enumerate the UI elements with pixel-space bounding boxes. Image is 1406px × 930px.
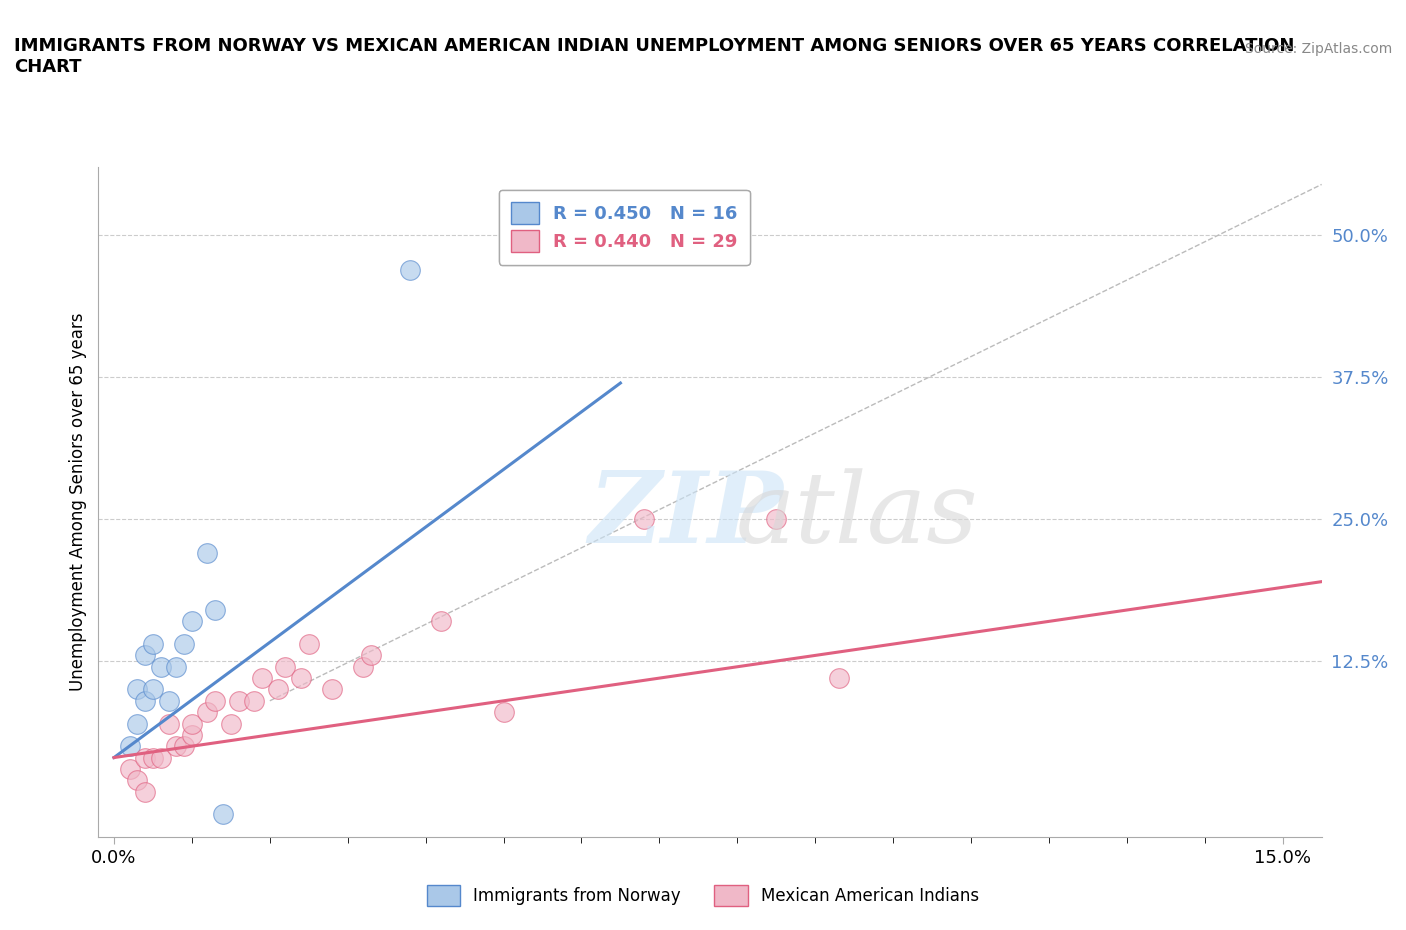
Point xyxy=(127,773,149,788)
Point xyxy=(250,671,273,685)
Point xyxy=(492,705,515,720)
Point xyxy=(352,659,374,674)
Point xyxy=(173,637,195,652)
Point xyxy=(165,738,187,753)
Point xyxy=(127,716,149,731)
Point xyxy=(266,682,288,697)
Point xyxy=(134,751,156,765)
Legend: R = 0.450   N = 16, R = 0.440   N = 29: R = 0.450 N = 16, R = 0.440 N = 29 xyxy=(499,190,749,264)
Point xyxy=(127,682,149,697)
Point xyxy=(212,807,235,822)
Text: Source: ZipAtlas.com: Source: ZipAtlas.com xyxy=(1244,42,1392,56)
Legend: Immigrants from Norway, Mexican American Indians: Immigrants from Norway, Mexican American… xyxy=(420,879,986,912)
Point xyxy=(298,637,321,652)
Point xyxy=(157,716,180,731)
Point xyxy=(142,682,165,697)
Point xyxy=(274,659,297,674)
Point xyxy=(118,762,141,777)
Point xyxy=(290,671,312,685)
Point xyxy=(149,751,172,765)
Point xyxy=(173,738,195,753)
Text: atlas: atlas xyxy=(735,468,979,564)
Point xyxy=(399,262,422,277)
Point xyxy=(827,671,849,685)
Point xyxy=(134,784,156,799)
Point xyxy=(204,603,226,618)
Point xyxy=(180,716,202,731)
Point xyxy=(118,738,141,753)
Point xyxy=(219,716,242,731)
Text: IMMIGRANTS FROM NORWAY VS MEXICAN AMERICAN INDIAN UNEMPLOYMENT AMONG SENIORS OVE: IMMIGRANTS FROM NORWAY VS MEXICAN AMERIC… xyxy=(14,37,1295,76)
Point xyxy=(197,705,219,720)
Point xyxy=(204,694,226,709)
Text: ZIP: ZIP xyxy=(588,468,783,564)
Point xyxy=(765,512,787,526)
Point xyxy=(157,694,180,709)
Point xyxy=(360,648,382,663)
Point xyxy=(180,727,202,742)
Point xyxy=(243,694,266,709)
Point xyxy=(321,682,343,697)
Point xyxy=(228,694,250,709)
Point xyxy=(180,614,202,629)
Point xyxy=(149,659,172,674)
Point xyxy=(633,512,655,526)
Point xyxy=(142,751,165,765)
Point xyxy=(142,637,165,652)
Point xyxy=(430,614,453,629)
Point xyxy=(134,694,156,709)
Y-axis label: Unemployment Among Seniors over 65 years: Unemployment Among Seniors over 65 years xyxy=(69,313,87,691)
Point xyxy=(197,546,219,561)
Point xyxy=(165,659,187,674)
Point xyxy=(134,648,156,663)
